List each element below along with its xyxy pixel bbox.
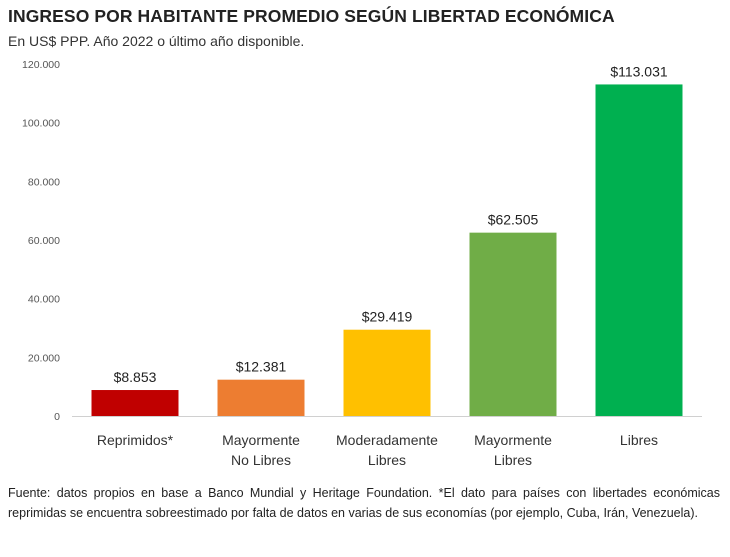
bar bbox=[217, 379, 305, 416]
category-labels: Reprimidos* Mayormente No Libres Moderadame… bbox=[97, 432, 658, 468]
bar-value-label: $8.853 bbox=[114, 369, 157, 385]
y-tick-label: 80.000 bbox=[28, 176, 60, 188]
chart-subtitle: En US$ PPP. Año 2022 o último año dispon… bbox=[8, 33, 305, 49]
y-tick-label: 100.000 bbox=[22, 118, 60, 130]
bar-value-label: $62.505 bbox=[488, 212, 539, 228]
bars bbox=[91, 84, 683, 417]
bar bbox=[469, 232, 557, 416]
category-label: Mayormente bbox=[474, 432, 552, 448]
y-tick-label: 120.000 bbox=[22, 59, 60, 71]
category-label: Reprimidos* bbox=[97, 432, 174, 448]
category-label: No Libres bbox=[231, 452, 291, 468]
category-label: Moderadamente bbox=[336, 432, 438, 448]
bar-value-label: $29.419 bbox=[362, 309, 413, 325]
bar bbox=[91, 390, 179, 416]
bar bbox=[595, 84, 683, 417]
chart-title: INGRESO POR HABITANTE PROMEDIO SEGÚN LIB… bbox=[8, 6, 615, 26]
y-tick-label: 20.000 bbox=[28, 352, 60, 364]
y-axis: 0 20.000 40.000 60.000 80.000 100.000 120.000 bbox=[22, 59, 60, 423]
y-tick-label: 0 bbox=[54, 411, 60, 423]
y-tick-label: 60.000 bbox=[28, 235, 60, 247]
bar bbox=[343, 329, 431, 416]
bar-chart: 020.00040.00060.00080.000100.000120.000 … bbox=[22, 59, 702, 468]
source-footnote: Fuente: datos propios en base a Banco Mu… bbox=[8, 486, 720, 520]
bar-value-label: $12.381 bbox=[236, 359, 287, 375]
y-tick-label: 40.000 bbox=[28, 294, 60, 306]
bar-value-label: $113.031 bbox=[610, 63, 668, 79]
category-label: Libres bbox=[368, 452, 406, 468]
data-labels: $8.853 $12.381 $29.419 $62.505 $113.031 bbox=[114, 63, 668, 385]
category-label: Libres bbox=[620, 432, 658, 448]
category-label: Libres bbox=[494, 452, 532, 468]
category-label: Mayormente bbox=[222, 432, 300, 448]
